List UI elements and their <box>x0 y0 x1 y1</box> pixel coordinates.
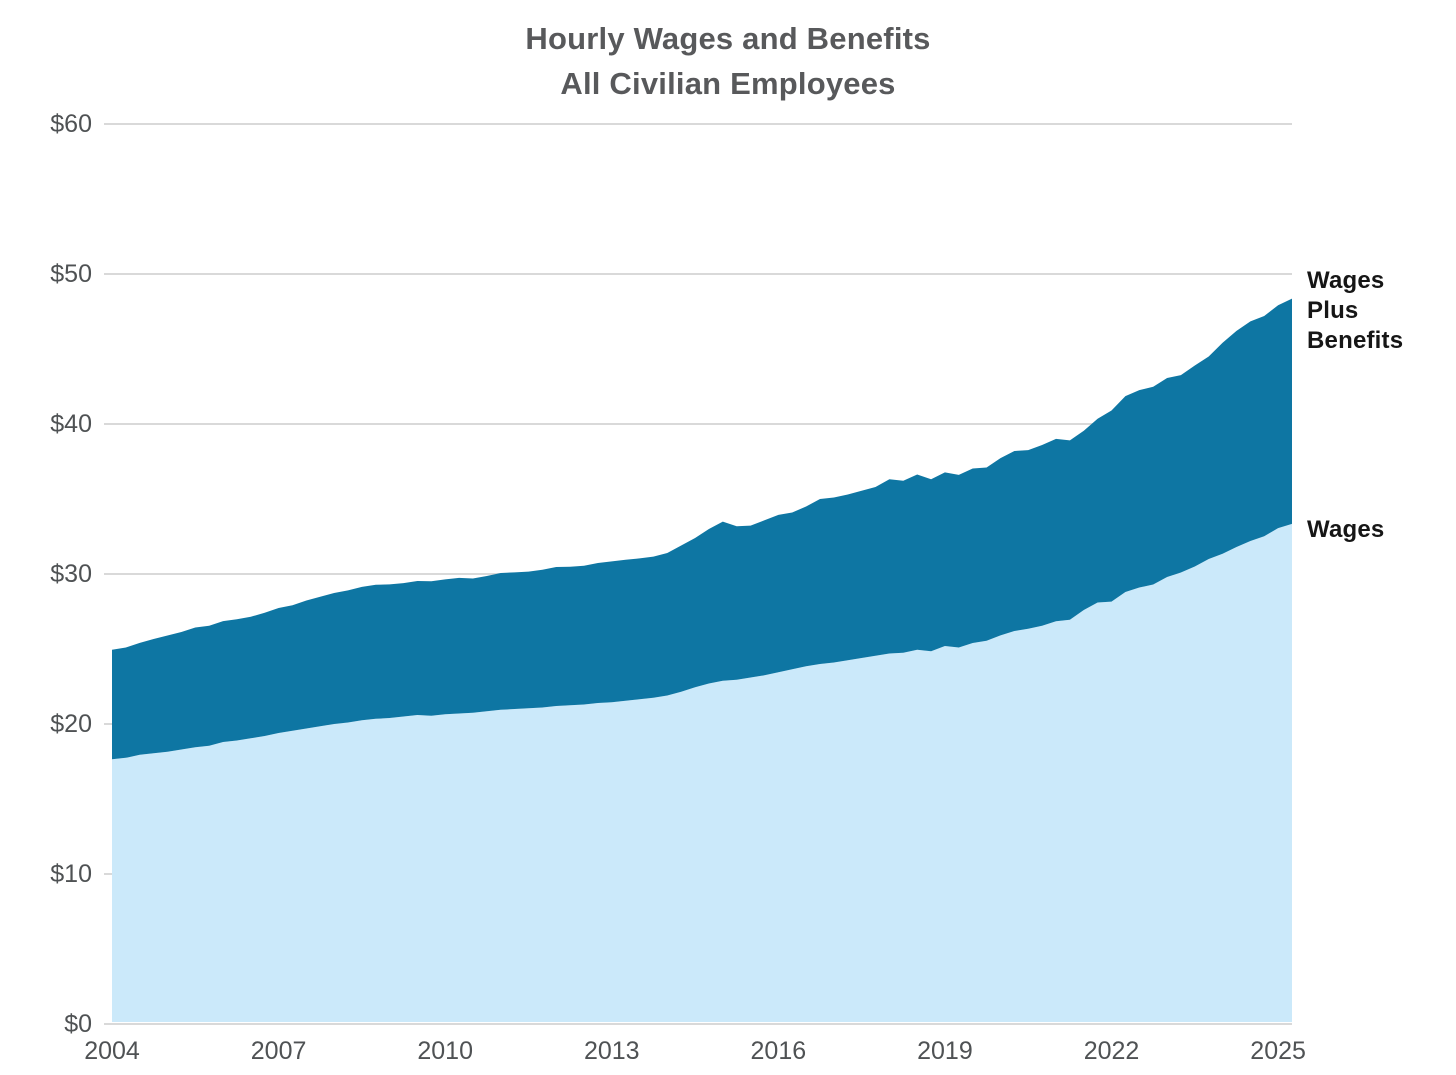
wages-area <box>112 523 1292 1022</box>
x-tick-label: 2025 <box>1250 1037 1306 1065</box>
x-tick-label: 2013 <box>583 1037 640 1065</box>
y-tick-label: $0 <box>64 1010 92 1038</box>
chart-title: Hourly Wages and Benefits All Civilian E… <box>0 16 1456 106</box>
benefits-area <box>112 298 1292 760</box>
y-tick-label: $50 <box>50 260 92 288</box>
x-tick-label: 2004 <box>84 1037 140 1065</box>
annotation-wages-plus-benefits: Wages Plus Benefits <box>1307 267 1404 354</box>
y-tick-label: $60 <box>50 110 92 138</box>
x-tick-label: 2007 <box>250 1037 307 1065</box>
x-tick-label: 2019 <box>917 1037 973 1065</box>
y-tick-label: $10 <box>50 860 92 888</box>
x-tick-label: 2022 <box>1083 1037 1140 1065</box>
annotation-wages: Wages <box>1307 516 1385 543</box>
y-tick-label: $40 <box>50 410 92 438</box>
x-tick-label: 2010 <box>417 1037 473 1065</box>
y-tick-label: $20 <box>50 710 92 738</box>
chart-title-line1: Hourly Wages and Benefits <box>525 21 931 56</box>
chart-title-line2: All Civilian Employees <box>560 66 896 101</box>
y-tick-label: $30 <box>50 560 92 588</box>
x-tick-label: 2016 <box>750 1037 807 1065</box>
